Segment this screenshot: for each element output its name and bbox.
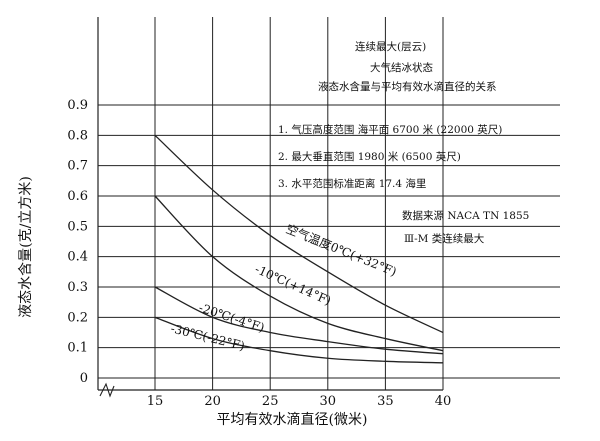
title-line-2: 大气结冰状态 (370, 61, 433, 74)
source-line-2: Ⅲ-M 类连续最大 (404, 232, 485, 245)
title-line-3: 液态水含量与平均有效水滴直径的关系 (318, 80, 497, 93)
y-tick-label-0.2: 0.2 (67, 310, 88, 325)
y-tick-label-0.5: 0.5 (67, 219, 88, 234)
axis-break-mark (99, 382, 115, 398)
x-tick-label-20: 20 (204, 394, 221, 409)
y-tick-label-0.7: 0.7 (67, 159, 88, 174)
x-axis-label: 平均有效水滴直径(微米) (217, 411, 368, 428)
y-tick-label-0.1: 0.1 (67, 341, 88, 356)
y-tick-label-0.4: 0.4 (67, 250, 88, 265)
series-curve-1 (154, 195, 444, 352)
y-tick-label-0.8: 0.8 (67, 128, 88, 143)
tick-layer: 15 20 25 30 35 40 0 0.1 0.2 0.3 0.4 0.5 0.6 0.7 0.8 0.9 (67, 98, 451, 409)
note-3: 3. 水平范围标准距离 17.4 海里 (278, 177, 426, 190)
title-line-1: 连续最大(层云) (355, 40, 426, 53)
note-1: 1. 气压高度范围 海平面 6700 米 (22000 英尺) (278, 123, 502, 136)
x-tick-label-35: 35 (377, 394, 394, 409)
x-tick-label-25: 25 (262, 394, 279, 409)
series-curve-2 (154, 286, 444, 355)
grid-layer (97, 17, 560, 398)
x-tick-label-30: 30 (320, 394, 337, 409)
series-curve-0 (154, 134, 444, 334)
curve-label-minus30c: -30℃(-22°F) (169, 321, 246, 353)
y-tick-label-0.6: 0.6 (67, 189, 88, 204)
source-line-1: 数据来源 NACA TN 1855 (402, 209, 529, 222)
y-tick-label-0.3: 0.3 (67, 280, 88, 295)
curve-label-0c: 空气温度0℃(+32°F) (284, 221, 399, 279)
y-tick-label-0.9: 0.9 (67, 98, 88, 113)
curve-label-minus10c: -10℃(+14°F) (253, 262, 333, 308)
series-curve-3 (154, 316, 444, 364)
y-axis-label: 液态水含量(克/立方米) (18, 176, 34, 318)
x-tick-label-40: 40 (435, 394, 452, 409)
note-2: 2. 最大垂直范围 1980 米 (6500 英尺) (278, 150, 461, 163)
curve-layer (154, 134, 444, 364)
y-tick-label-0: 0 (80, 371, 88, 386)
x-tick-label-15: 15 (147, 394, 164, 409)
